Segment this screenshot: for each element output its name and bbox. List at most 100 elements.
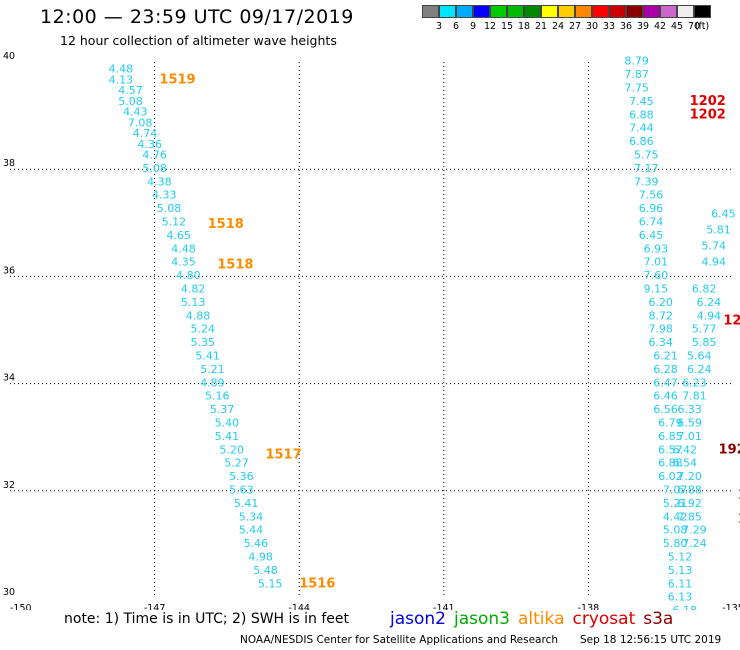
scale-tick-label: 18 xyxy=(517,21,531,32)
grid-lines xyxy=(10,62,733,598)
swh-value-label: 5.08 xyxy=(118,95,143,108)
scale-tick-label: 21 xyxy=(534,21,548,32)
scale-swatch xyxy=(541,5,558,18)
swh-value-label: 4.43 xyxy=(123,106,148,119)
swh-value-label: 7.20 xyxy=(677,470,702,483)
scale-swatch xyxy=(524,5,541,18)
time-label: 1519 xyxy=(159,72,195,87)
time-label: 12 xyxy=(738,488,740,503)
swh-value-label: 6.34 xyxy=(648,336,673,349)
swh-value-label: 6.93 xyxy=(644,242,669,255)
swh-value-label: 4.89 xyxy=(200,376,225,389)
swh-value-label: 4.48 xyxy=(109,63,134,76)
swh-value-label: 5.81 xyxy=(706,224,731,237)
swh-value-label: 6.54 xyxy=(673,457,698,470)
x-tick-label: -147 xyxy=(144,603,166,610)
swh-value-label: 6.88 xyxy=(677,483,702,496)
legend-item-cryosat: cryosat xyxy=(572,609,636,629)
color-scale-bar xyxy=(422,5,711,18)
legend-item-s3a: s3a xyxy=(643,609,674,629)
swh-value-label: 5.48 xyxy=(253,564,278,577)
swh-value-label: 6.33 xyxy=(677,403,702,416)
y-tick-label: 30 xyxy=(3,587,15,598)
swh-value-label: 5.46 xyxy=(244,537,269,550)
swh-value-label: 5.08 xyxy=(663,524,688,537)
scale-swatch xyxy=(626,5,643,18)
swh-value-label: 6.56 xyxy=(653,403,678,416)
time-label: 1927 xyxy=(719,442,740,457)
swh-value-label: 6.28 xyxy=(653,363,678,376)
swh-value-label: 6.79 xyxy=(658,416,683,429)
swh-value-label: 6.13 xyxy=(668,591,693,604)
legend-item-jason2: jason2 xyxy=(390,609,446,629)
swh-value-label: 7.75 xyxy=(624,81,649,94)
swh-value-label: 6.24 xyxy=(697,296,722,309)
swh-value-label: 5.13 xyxy=(668,564,693,577)
x-tick-label: -150 xyxy=(10,603,32,610)
swh-value-label: 7.07 xyxy=(663,483,688,496)
swh-value-label: 4.74 xyxy=(133,127,158,140)
swh-value-label: 4.57 xyxy=(118,84,143,97)
scale-swatch xyxy=(456,5,473,18)
time-label: 1516 xyxy=(299,576,335,591)
swh-value-label: 4.94 xyxy=(697,309,722,322)
color-scale-labels: 3 6 9 12 15 18 21 24 27 30 33 36 39 42 45 70 (ft) xyxy=(422,21,728,35)
swh-value-label: 4.33 xyxy=(152,189,177,202)
legend-item-altika: altika xyxy=(518,609,565,629)
swh-value-label: 7.87 xyxy=(624,68,649,81)
time-label: 1518 xyxy=(217,257,253,272)
swh-value-label: 5.20 xyxy=(219,443,244,456)
swh-value-label: 6.46 xyxy=(653,390,678,403)
wave-height-map: -150 -147 -144 -141 -138 -135 30 32 34 36 38 40 4.4… xyxy=(3,51,740,610)
swh-value-label: 5.40 xyxy=(215,416,240,429)
swh-value-label: 7.01 xyxy=(644,256,669,269)
satellite-legend: jason2 jason3 altika cryosat s3a xyxy=(390,609,681,629)
swh-value-label: 5.44 xyxy=(239,524,264,537)
page-title: 12:00 — 23:59 UTC 09/17/2019 xyxy=(40,6,354,28)
y-tick-label: 34 xyxy=(3,373,15,384)
scale-swatch xyxy=(507,5,524,18)
scale-swatch xyxy=(422,5,439,18)
scale-swatch xyxy=(592,5,609,18)
scale-tick-label: 30 xyxy=(585,21,599,32)
swh-value-label: 6.02 xyxy=(658,470,683,483)
swh-value-label: 6.11 xyxy=(668,577,693,590)
swh-value-label: 5.13 xyxy=(181,296,206,309)
time-label: 1202 xyxy=(690,94,726,109)
swh-value-label: 6.88 xyxy=(629,108,654,121)
time-label: 13 xyxy=(738,512,740,527)
swh-value-label: 6.96 xyxy=(639,202,664,215)
scale-tick-label: 70 xyxy=(687,21,701,32)
swh-value-label: 4.88 xyxy=(186,309,211,322)
scale-tick-label: (ft) xyxy=(694,21,710,32)
swh-value-label: 5.77 xyxy=(692,323,717,336)
swh-value-label: 7.56 xyxy=(639,189,664,202)
y-tick-label: 40 xyxy=(3,51,15,62)
scale-tick-label: 12 xyxy=(483,21,497,32)
swh-value-label: 5.37 xyxy=(210,403,235,416)
swh-value-label: 5.34 xyxy=(239,510,264,523)
swh-value-label: 5.21 xyxy=(663,497,688,510)
swh-value-label: 6.82 xyxy=(692,282,717,295)
swh-value-label: 5.12 xyxy=(668,550,693,563)
swh-value-label: 5.80 xyxy=(663,537,688,550)
swh-value-label: 6.18 xyxy=(673,604,698,610)
scale-swatch xyxy=(490,5,507,18)
swh-value-label: 5.75 xyxy=(634,148,659,161)
swh-value-label: 5.24 xyxy=(191,323,216,336)
scale-swatch xyxy=(677,5,694,18)
scale-tick-label: 9 xyxy=(469,21,477,32)
swh-value-label: 7.24 xyxy=(682,537,707,550)
data-marks: 4.484.134.575.084.437.084.744.364.765.08… xyxy=(109,55,740,610)
swh-value-label: 7.98 xyxy=(648,323,673,336)
swh-value-label: 8.72 xyxy=(648,309,673,322)
swh-value-label: 8.79 xyxy=(624,55,649,68)
swh-value-label: 5.21 xyxy=(200,363,225,376)
swh-value-label: 4.82 xyxy=(181,282,206,295)
swh-value-label: 4.94 xyxy=(701,256,726,269)
swh-value-label: 5.35 xyxy=(191,336,216,349)
x-tick-label: -135 xyxy=(722,603,740,610)
scale-swatch xyxy=(643,5,660,18)
swh-value-label: 4.13 xyxy=(109,73,134,86)
scale-tick-label: 45 xyxy=(670,21,684,32)
